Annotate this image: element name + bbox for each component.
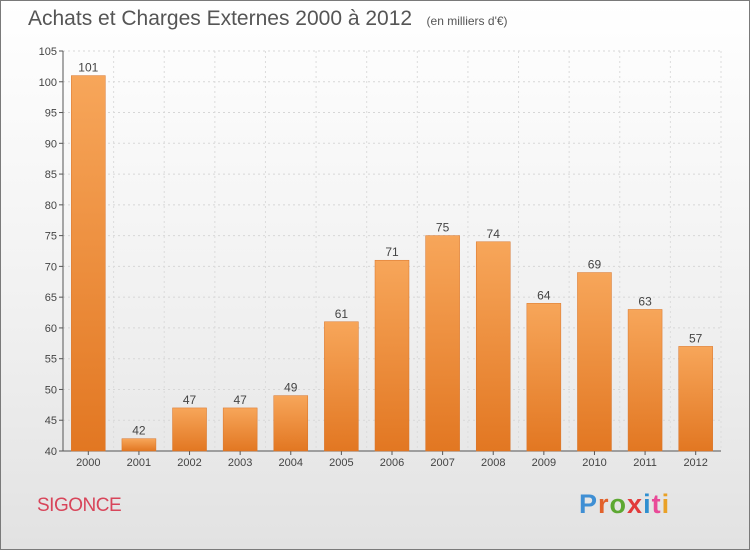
logo-letter: t bbox=[651, 489, 662, 519]
y-tick-label: 50 bbox=[45, 384, 57, 396]
x-tick-label: 2006 bbox=[380, 457, 404, 469]
y-tick-label: 85 bbox=[45, 169, 57, 181]
data-label: 101 bbox=[78, 61, 98, 75]
x-tick-label: 2004 bbox=[279, 457, 303, 469]
x-tick-label: 2012 bbox=[683, 457, 707, 469]
x-tick-label: 2000 bbox=[76, 457, 100, 469]
commune-name: SIGONCE bbox=[37, 495, 122, 516]
data-label: 61 bbox=[335, 307, 349, 321]
data-label: 57 bbox=[689, 331, 703, 345]
bars bbox=[71, 75, 713, 452]
data-label: 49 bbox=[284, 381, 298, 395]
data-label: 75 bbox=[436, 221, 450, 235]
bar bbox=[577, 272, 612, 452]
bar bbox=[324, 321, 359, 452]
title-row: Achats et Charges Externes 2000 à 2012 (… bbox=[28, 7, 508, 31]
y-tick-label: 100 bbox=[39, 77, 57, 89]
data-labels: 101 42 47 47 49 61 71 75 74 64 69 63 57 bbox=[78, 61, 702, 438]
x-tick-label: 2008 bbox=[481, 457, 505, 469]
chart-title: Achats et Charges Externes 2000 à 2012 bbox=[28, 7, 413, 30]
x-tick-label: 2005 bbox=[329, 457, 353, 469]
data-label: 69 bbox=[588, 258, 602, 272]
x-tick-label: 2009 bbox=[532, 457, 556, 469]
y-tick-label: 75 bbox=[45, 231, 57, 243]
x-tick-label: 2001 bbox=[127, 457, 151, 469]
data-label: 42 bbox=[132, 424, 146, 438]
y-tick-label: 80 bbox=[45, 200, 57, 212]
logo-letter: r bbox=[598, 489, 610, 519]
data-label: 74 bbox=[487, 227, 501, 241]
bar bbox=[374, 259, 410, 452]
y-tick-label: 105 bbox=[39, 46, 57, 58]
y-tick-label: 65 bbox=[45, 292, 57, 304]
logo-letter: P bbox=[579, 489, 599, 519]
logo-letter: x bbox=[627, 489, 644, 519]
data-label: 47 bbox=[183, 393, 197, 407]
axes: 40 45 50 55 60 65 70 75 80 85 90 95 100 105 2000 2001 20… bbox=[39, 46, 721, 469]
y-tick-label: 40 bbox=[45, 446, 57, 458]
y-tick-label: 90 bbox=[45, 138, 57, 150]
bar bbox=[678, 346, 713, 452]
proxiti-logo: Proxiti bbox=[579, 489, 670, 520]
grid-lines bbox=[62, 50, 722, 452]
y-tick-label: 45 bbox=[45, 415, 57, 427]
x-tick-label: 2010 bbox=[582, 457, 606, 469]
data-label: 71 bbox=[385, 245, 399, 259]
data-label: 64 bbox=[537, 288, 551, 302]
bar bbox=[222, 407, 258, 452]
bar bbox=[71, 75, 106, 452]
x-tick-label: 2007 bbox=[430, 457, 454, 469]
y-tick-label: 55 bbox=[45, 354, 57, 366]
bar bbox=[273, 395, 309, 452]
logo-letter: i bbox=[643, 489, 652, 519]
bar bbox=[425, 235, 460, 452]
logo-letter: o bbox=[609, 489, 628, 519]
x-tick-label: 2002 bbox=[177, 457, 201, 469]
y-tick-label: 70 bbox=[45, 261, 57, 273]
bar bbox=[627, 309, 663, 452]
y-tick-label: 60 bbox=[45, 323, 57, 335]
bar bbox=[121, 438, 157, 452]
data-label: 47 bbox=[233, 393, 247, 407]
logo-letter: i bbox=[661, 489, 671, 519]
chart-unit: (en milliers d'€) bbox=[426, 14, 508, 28]
bar bbox=[172, 407, 207, 452]
bar bbox=[475, 241, 511, 452]
y-tick-label: 95 bbox=[45, 108, 57, 120]
data-label: 63 bbox=[638, 294, 652, 308]
x-tick-label: 2003 bbox=[228, 457, 252, 469]
x-tick-label: 2011 bbox=[633, 457, 657, 469]
bar bbox=[526, 303, 562, 452]
